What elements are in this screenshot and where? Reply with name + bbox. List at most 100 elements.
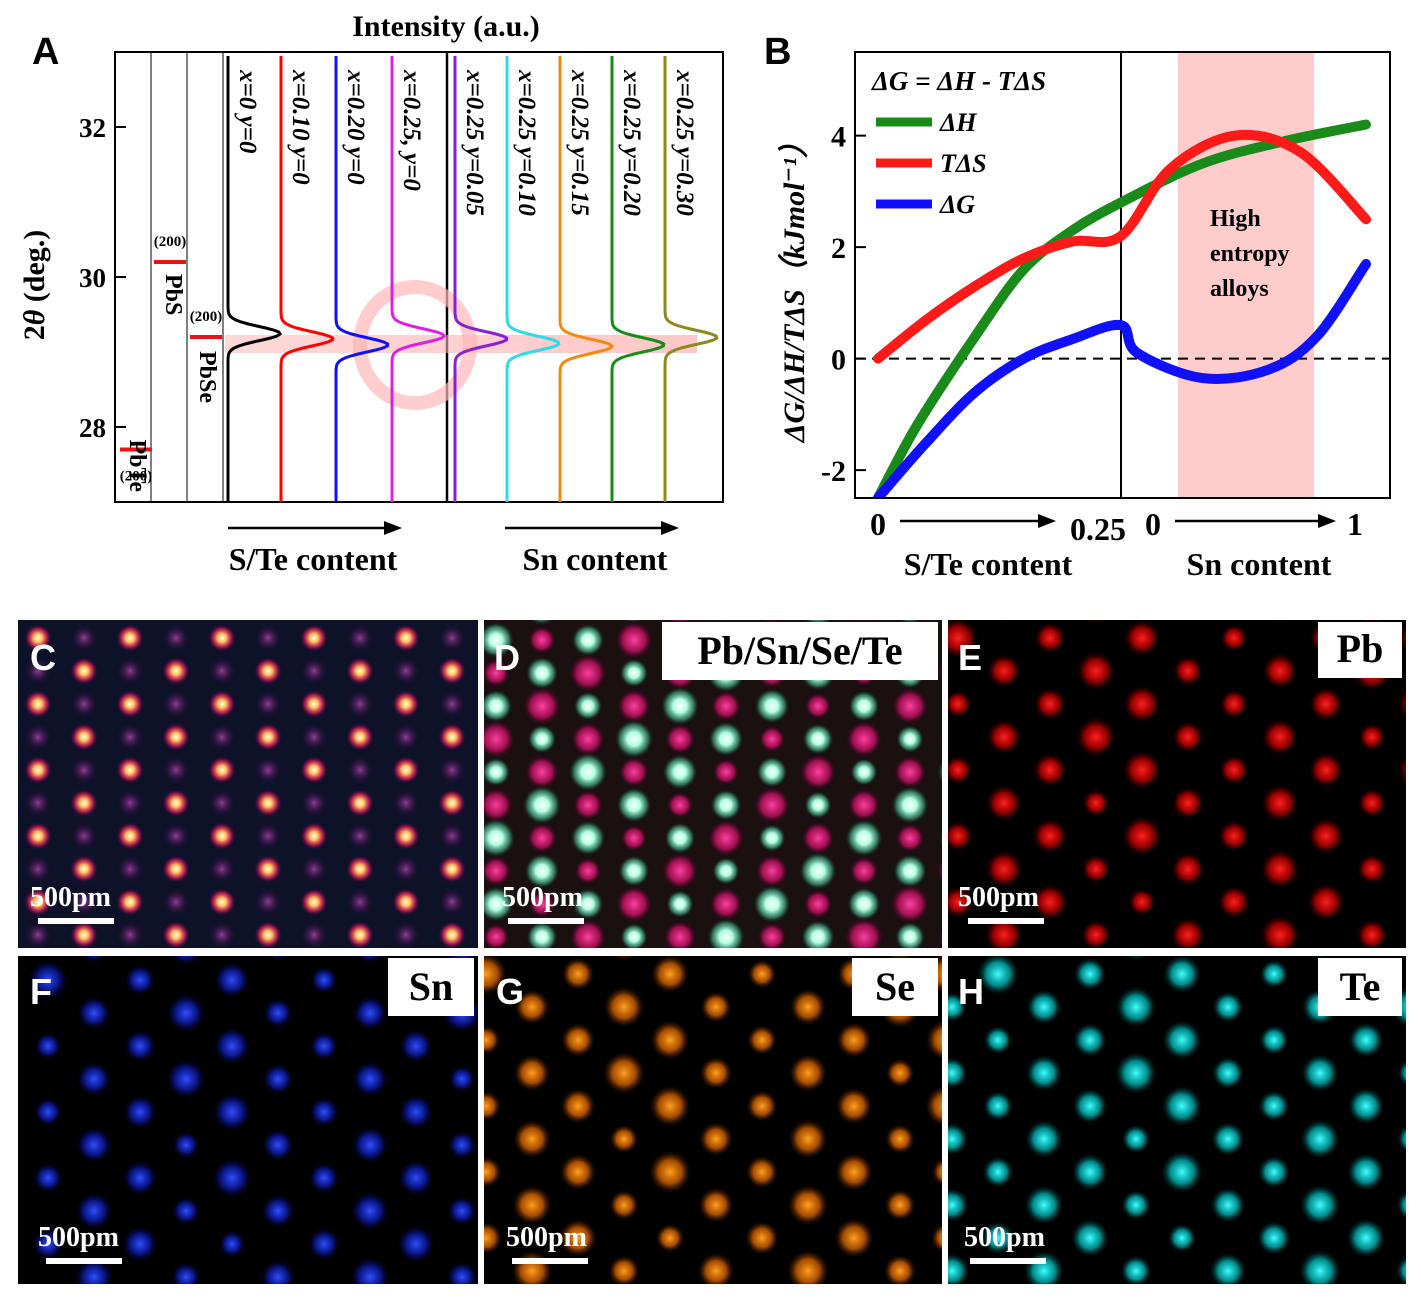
atom-column xyxy=(1211,1122,1245,1156)
atom-column xyxy=(513,1054,551,1092)
atom-column xyxy=(208,855,236,883)
atom-column xyxy=(1300,1053,1340,1093)
atom-column xyxy=(615,885,653,923)
atom-column xyxy=(70,723,98,751)
atom-column xyxy=(350,1257,390,1284)
atom-column xyxy=(650,1020,690,1060)
panel-f-atoms xyxy=(0,956,478,1302)
atom-column xyxy=(650,956,690,994)
atom-column xyxy=(524,754,560,790)
atom-column xyxy=(523,852,561,890)
atom-column xyxy=(948,1253,970,1284)
atom-column xyxy=(307,1293,341,1302)
atom-column xyxy=(1357,788,1387,818)
atom-column xyxy=(397,1159,435,1197)
atom-column xyxy=(18,1271,19,1283)
atom-column xyxy=(1122,816,1162,856)
atom-column xyxy=(931,1158,942,1186)
atom-column xyxy=(661,852,699,890)
atom-column xyxy=(122,1160,158,1196)
atom-column xyxy=(948,755,973,785)
atom-column xyxy=(1357,854,1387,884)
atom-column xyxy=(802,620,834,627)
atom-column xyxy=(300,591,328,619)
panel-a-arrow-right-head xyxy=(661,521,679,535)
panel-b-legend: ΔH TΔS ΔG xyxy=(876,108,987,219)
atom-column xyxy=(1034,622,1066,654)
atom-column xyxy=(75,1126,113,1164)
atom-column xyxy=(1347,1087,1385,1125)
atom-column xyxy=(300,888,328,916)
atom-column xyxy=(1397,1060,1406,1086)
atom-column xyxy=(438,789,466,817)
atom-column xyxy=(1026,989,1062,1025)
panel-d: D Pb/Sn/Se/Te 500pm xyxy=(484,620,942,948)
atom-column xyxy=(803,790,833,820)
atom-column xyxy=(1256,1286,1291,1302)
atom-column xyxy=(699,1056,733,1090)
panel-a-curve-label: x=0.25 y=0.30 xyxy=(671,69,698,216)
atom-column xyxy=(893,755,927,789)
atom-column xyxy=(0,999,16,1027)
atom-column xyxy=(948,886,974,918)
atom-column xyxy=(1209,1252,1247,1284)
atom-column xyxy=(752,884,792,924)
panel-a-curve xyxy=(558,56,615,502)
atom-column xyxy=(1170,917,1206,948)
atom-column xyxy=(172,1131,200,1159)
panel-b-xtick-0: 0 xyxy=(870,506,886,542)
atom-column xyxy=(514,989,550,1025)
atom-column xyxy=(1024,1185,1064,1225)
atom-column xyxy=(24,789,52,817)
atom-column xyxy=(603,986,645,1028)
atom-column xyxy=(1071,1153,1109,1191)
atom-column xyxy=(0,657,6,685)
atom-column xyxy=(1076,651,1116,691)
atom-column xyxy=(392,921,420,948)
panel-e-scale-label: 500pm xyxy=(958,882,1039,913)
panel-b-ytick-label: 0 xyxy=(831,344,846,377)
atom-column xyxy=(941,800,942,810)
atom-column xyxy=(527,724,557,754)
panel-h-element: Te xyxy=(1340,964,1381,1009)
atom-column xyxy=(998,620,1010,622)
atom-column xyxy=(1361,1283,1371,1284)
atom-column xyxy=(1346,1218,1386,1258)
atom-column xyxy=(611,956,637,961)
atom-column xyxy=(262,1063,294,1095)
panel-e: E Pb 500pm xyxy=(948,620,1406,948)
atom-column xyxy=(844,917,884,948)
panel-a-curve-label: x=0.25, y=0 xyxy=(398,69,425,191)
atom-column xyxy=(121,1225,159,1263)
panel-g-scale-bar xyxy=(512,1258,588,1264)
atom-column xyxy=(1123,956,1149,961)
atom-column xyxy=(512,1119,552,1159)
atom-column xyxy=(615,786,653,824)
atom-column xyxy=(1261,784,1299,822)
atom-column xyxy=(300,789,328,817)
atom-column xyxy=(665,620,695,627)
atom-column xyxy=(80,956,108,964)
atom-column xyxy=(940,897,942,911)
atom-column xyxy=(70,591,98,619)
atom-column xyxy=(116,789,144,817)
atom-column xyxy=(755,854,789,888)
atom-column xyxy=(18,1209,19,1213)
atom-column xyxy=(925,1019,942,1061)
atom-column xyxy=(1219,755,1249,785)
atom-column xyxy=(1217,885,1251,919)
panel-a-curve xyxy=(453,56,509,502)
atom-column xyxy=(123,1029,157,1063)
atom-column xyxy=(788,1119,828,1159)
atom-column xyxy=(619,922,649,948)
atom-column xyxy=(619,658,649,688)
panel-d-element-box xyxy=(662,622,938,680)
atom-column xyxy=(254,657,282,685)
atom-column xyxy=(438,921,466,948)
atom-column xyxy=(745,1155,779,1189)
atom-column xyxy=(350,1191,390,1231)
atom-column xyxy=(560,1088,596,1124)
atom-column xyxy=(1259,1025,1289,1055)
atom-column xyxy=(300,855,328,883)
panel-b-curve xyxy=(873,119,1371,497)
